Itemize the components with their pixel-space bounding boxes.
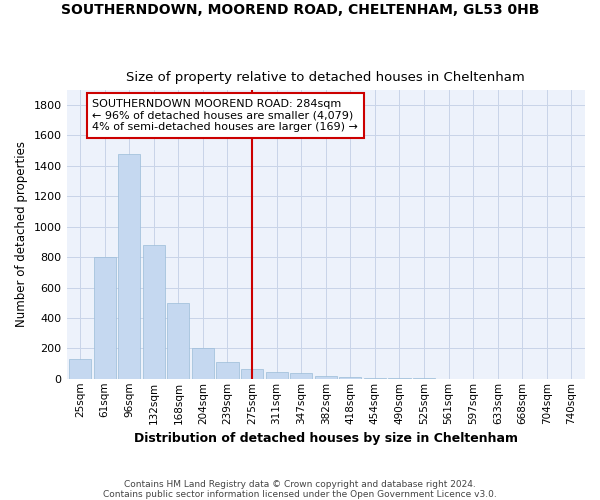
- Bar: [217, 362, 239, 379]
- Bar: [388, 378, 410, 379]
- Bar: [192, 348, 214, 379]
- Bar: [266, 372, 287, 379]
- Bar: [315, 376, 337, 379]
- Bar: [167, 304, 190, 379]
- Y-axis label: Number of detached properties: Number of detached properties: [15, 142, 28, 328]
- Text: Contains HM Land Registry data © Crown copyright and database right 2024.
Contai: Contains HM Land Registry data © Crown c…: [103, 480, 497, 499]
- Bar: [339, 377, 361, 379]
- Bar: [241, 369, 263, 379]
- Bar: [94, 257, 116, 379]
- Text: SOUTHERNDOWN, MOOREND ROAD, CHELTENHAM, GL53 0HB: SOUTHERNDOWN, MOOREND ROAD, CHELTENHAM, …: [61, 2, 539, 16]
- Bar: [364, 378, 386, 379]
- Bar: [290, 374, 312, 379]
- Bar: [69, 359, 91, 379]
- Bar: [143, 245, 165, 379]
- Text: SOUTHERNDOWN MOOREND ROAD: 284sqm
← 96% of detached houses are smaller (4,079)
4: SOUTHERNDOWN MOOREND ROAD: 284sqm ← 96% …: [92, 99, 358, 132]
- Bar: [118, 154, 140, 379]
- X-axis label: Distribution of detached houses by size in Cheltenham: Distribution of detached houses by size …: [134, 432, 518, 445]
- Title: Size of property relative to detached houses in Cheltenham: Size of property relative to detached ho…: [127, 72, 525, 85]
